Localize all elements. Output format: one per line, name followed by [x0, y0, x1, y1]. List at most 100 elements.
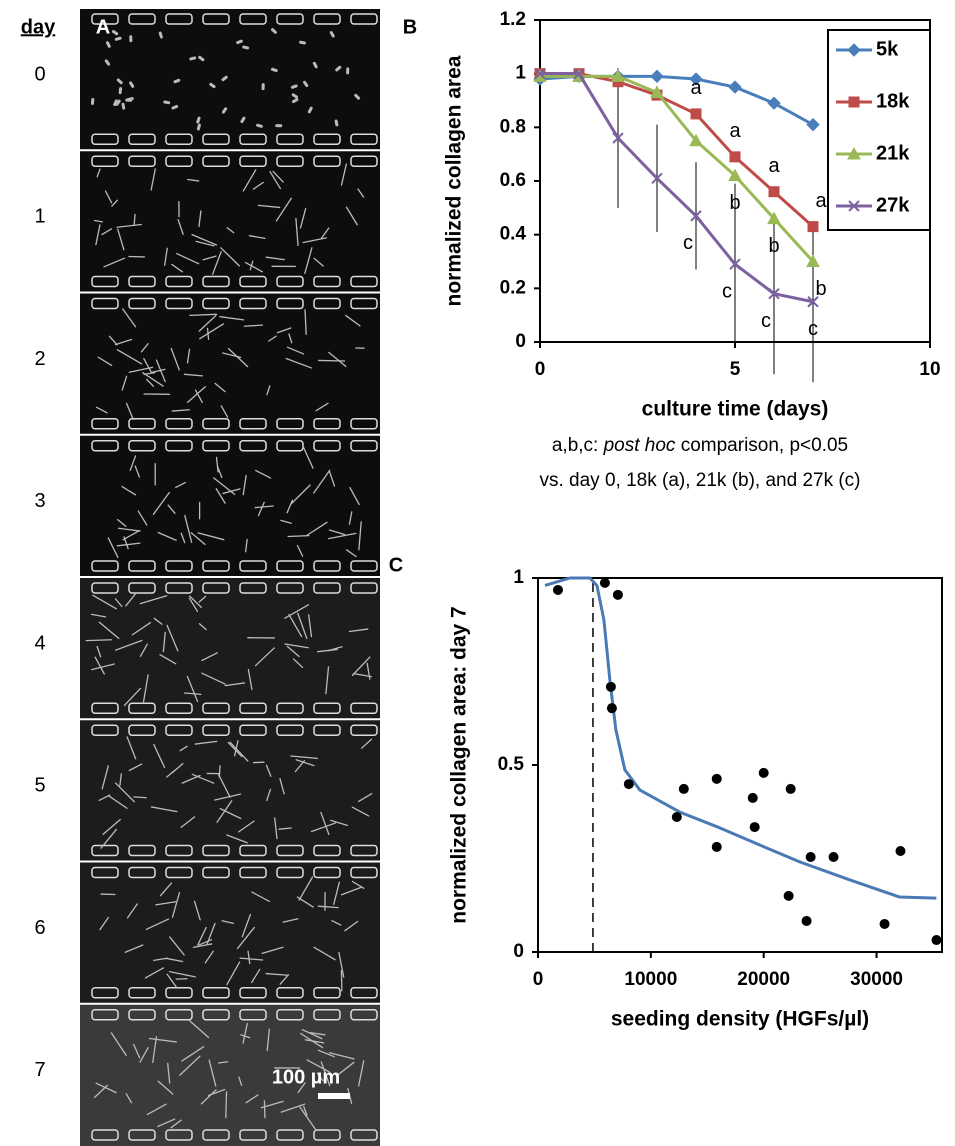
cell: [304, 247, 313, 275]
y-tick-label: 1: [515, 63, 526, 84]
cell: [280, 1103, 306, 1113]
cell: [134, 465, 141, 478]
cell: [282, 918, 299, 923]
marker: [807, 296, 819, 308]
pillar: [165, 866, 193, 879]
pillar: [128, 987, 156, 999]
pillar: [350, 724, 378, 736]
cell: [183, 373, 204, 377]
cell: [208, 1059, 217, 1087]
pillar: [239, 560, 267, 572]
note-line: vs. day 0, 18k (a), 21k (b), and 27k (c): [539, 470, 860, 491]
cell: [121, 102, 126, 110]
cell: [308, 614, 313, 638]
cell: [221, 920, 235, 925]
pillar: [313, 844, 341, 857]
point: [623, 779, 634, 790]
cell: [299, 1106, 316, 1130]
pillar: [239, 418, 267, 430]
cell: [266, 788, 272, 802]
cell: [349, 486, 360, 506]
cell: [171, 891, 181, 918]
cell: [152, 491, 170, 515]
cell: [242, 1022, 248, 1044]
cell: [140, 342, 149, 353]
cell: [313, 469, 331, 494]
cell: [202, 255, 217, 261]
cell: [198, 939, 213, 946]
cell: [145, 918, 170, 930]
day-label: 0: [34, 63, 45, 85]
cell: [123, 687, 142, 707]
y-tick-label: 1: [513, 567, 524, 588]
cell: [116, 78, 123, 85]
pillar: [128, 1129, 156, 1141]
point: [711, 841, 722, 852]
cell: [139, 595, 168, 605]
marker: [768, 186, 780, 198]
pillar: [313, 1129, 341, 1141]
cell: [179, 745, 188, 752]
y-axis-label: normalized collagen area: [443, 55, 466, 306]
x-axis-label: seeding density (HGFs/µl): [611, 1008, 869, 1031]
cell: [215, 456, 219, 473]
pillar: [313, 13, 341, 25]
pillar: [202, 13, 230, 25]
pillar: [239, 440, 267, 452]
cell: [353, 672, 373, 678]
pillar: [239, 297, 267, 310]
y-tick-label: 0: [513, 941, 524, 962]
cell: [180, 816, 196, 828]
cell: [100, 828, 118, 849]
point: [749, 822, 760, 833]
y-tick-label: 0: [515, 331, 526, 352]
cell: [236, 39, 243, 45]
cell: [354, 93, 361, 100]
pillar: [165, 155, 193, 167]
cell: [91, 663, 115, 671]
cell: [214, 793, 242, 801]
pillar: [239, 13, 267, 25]
cell: [207, 1088, 226, 1097]
cell: [114, 36, 122, 41]
cell: [143, 357, 153, 374]
cell: [219, 316, 245, 321]
cell: [348, 511, 353, 525]
pillar: [239, 133, 267, 145]
marker: [689, 133, 703, 147]
cell: [287, 535, 310, 538]
marker: [806, 117, 820, 132]
cell: [233, 740, 239, 757]
y-tick-label: 0.5: [498, 754, 525, 775]
cell: [216, 800, 233, 823]
cell: [186, 386, 206, 403]
x-tick-label: 10000: [624, 969, 677, 990]
cell: [198, 623, 207, 631]
cell: [103, 257, 126, 268]
pillar: [313, 1009, 341, 1021]
cell: [265, 972, 289, 976]
pillar: [350, 155, 378, 167]
pillar: [239, 866, 267, 879]
scale-bar: [318, 1093, 350, 1099]
pillar: [91, 275, 119, 288]
cell: [318, 359, 346, 362]
cell: [286, 346, 305, 355]
point: [605, 681, 616, 692]
cell: [330, 819, 349, 826]
pillar: [313, 440, 341, 452]
pillar: [313, 987, 341, 999]
cell: [198, 210, 202, 228]
fit-curve: [544, 576, 937, 900]
y-tick-label: 0.8: [500, 116, 526, 137]
cell: [270, 28, 277, 34]
pillar: [313, 418, 341, 430]
pillar: [276, 724, 304, 736]
pillar: [276, 155, 304, 167]
cell: [165, 957, 184, 963]
cell: [133, 213, 136, 227]
cell: [116, 223, 142, 228]
panel-label: A: [96, 16, 110, 38]
cell: [186, 675, 199, 703]
cell: [298, 876, 314, 901]
